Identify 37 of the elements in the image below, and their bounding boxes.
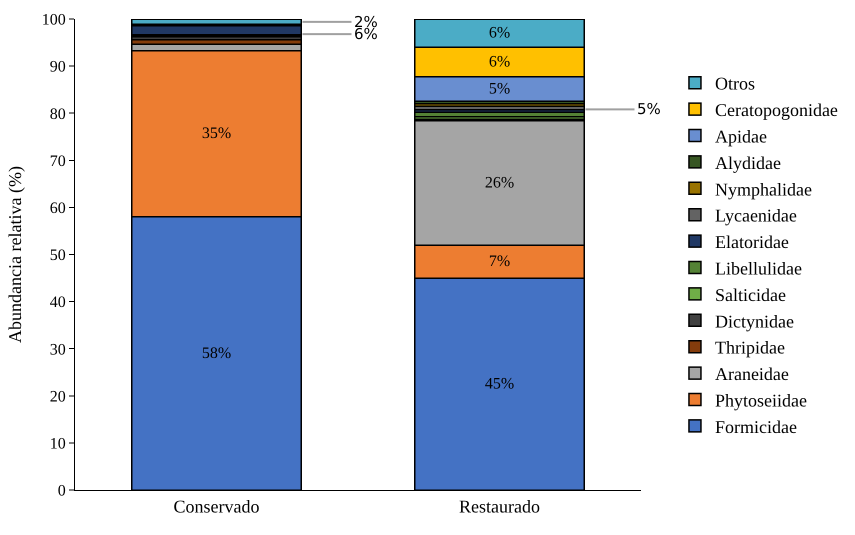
data-label: 7%: [488, 253, 510, 270]
legend-label: Alydidae: [714, 152, 781, 173]
annotation: 5%: [637, 100, 661, 118]
legend-label: Salticidae: [714, 284, 786, 305]
legend-label: Elatoridae: [714, 232, 789, 252]
legend-label: Araneidae: [714, 364, 789, 384]
legend-label: Phytoseiidae: [714, 390, 807, 411]
y-tick-label: 60: [50, 200, 66, 217]
x-tick-label: Restaurado: [459, 496, 540, 517]
legend-label: Ceratopogonidae: [714, 100, 838, 120]
legend-label: Thripidae: [714, 338, 785, 358]
legend-label: Libellulidae: [714, 258, 802, 279]
legend-label: Apidae: [714, 126, 767, 147]
data-label: 6%: [488, 54, 510, 71]
y-tick-label: 20: [50, 388, 66, 406]
y-tick-label: 40: [50, 294, 66, 312]
legend-label: Nymphalidae: [714, 179, 812, 200]
y-tick-label: 0: [58, 482, 66, 500]
data-label: 6%: [488, 24, 510, 42]
data-label: 5%: [488, 80, 510, 98]
legend-label: Otros: [714, 74, 755, 94]
legend-label: Lycaenidae: [714, 206, 797, 226]
y-tick-label: 30: [50, 341, 66, 358]
y-axis-title: Abundancia relativa (%): [5, 166, 25, 343]
data-label: 45%: [484, 376, 514, 393]
y-tick-label: 10: [50, 436, 66, 452]
legend-label: Dictynidae: [714, 311, 794, 332]
data-label: 58%: [202, 344, 232, 362]
data-label: 26%: [484, 174, 514, 192]
y-tick-label: 50: [50, 247, 66, 264]
y-tick-label: 100: [42, 12, 66, 29]
y-tick-label: 80: [50, 106, 66, 123]
legend-label: Formicidae: [714, 416, 797, 437]
data-label: 35%: [202, 125, 232, 142]
y-tick-label: 90: [50, 58, 66, 76]
y-tick-label: 70: [50, 152, 66, 170]
x-tick-label: Conservado: [174, 496, 260, 517]
